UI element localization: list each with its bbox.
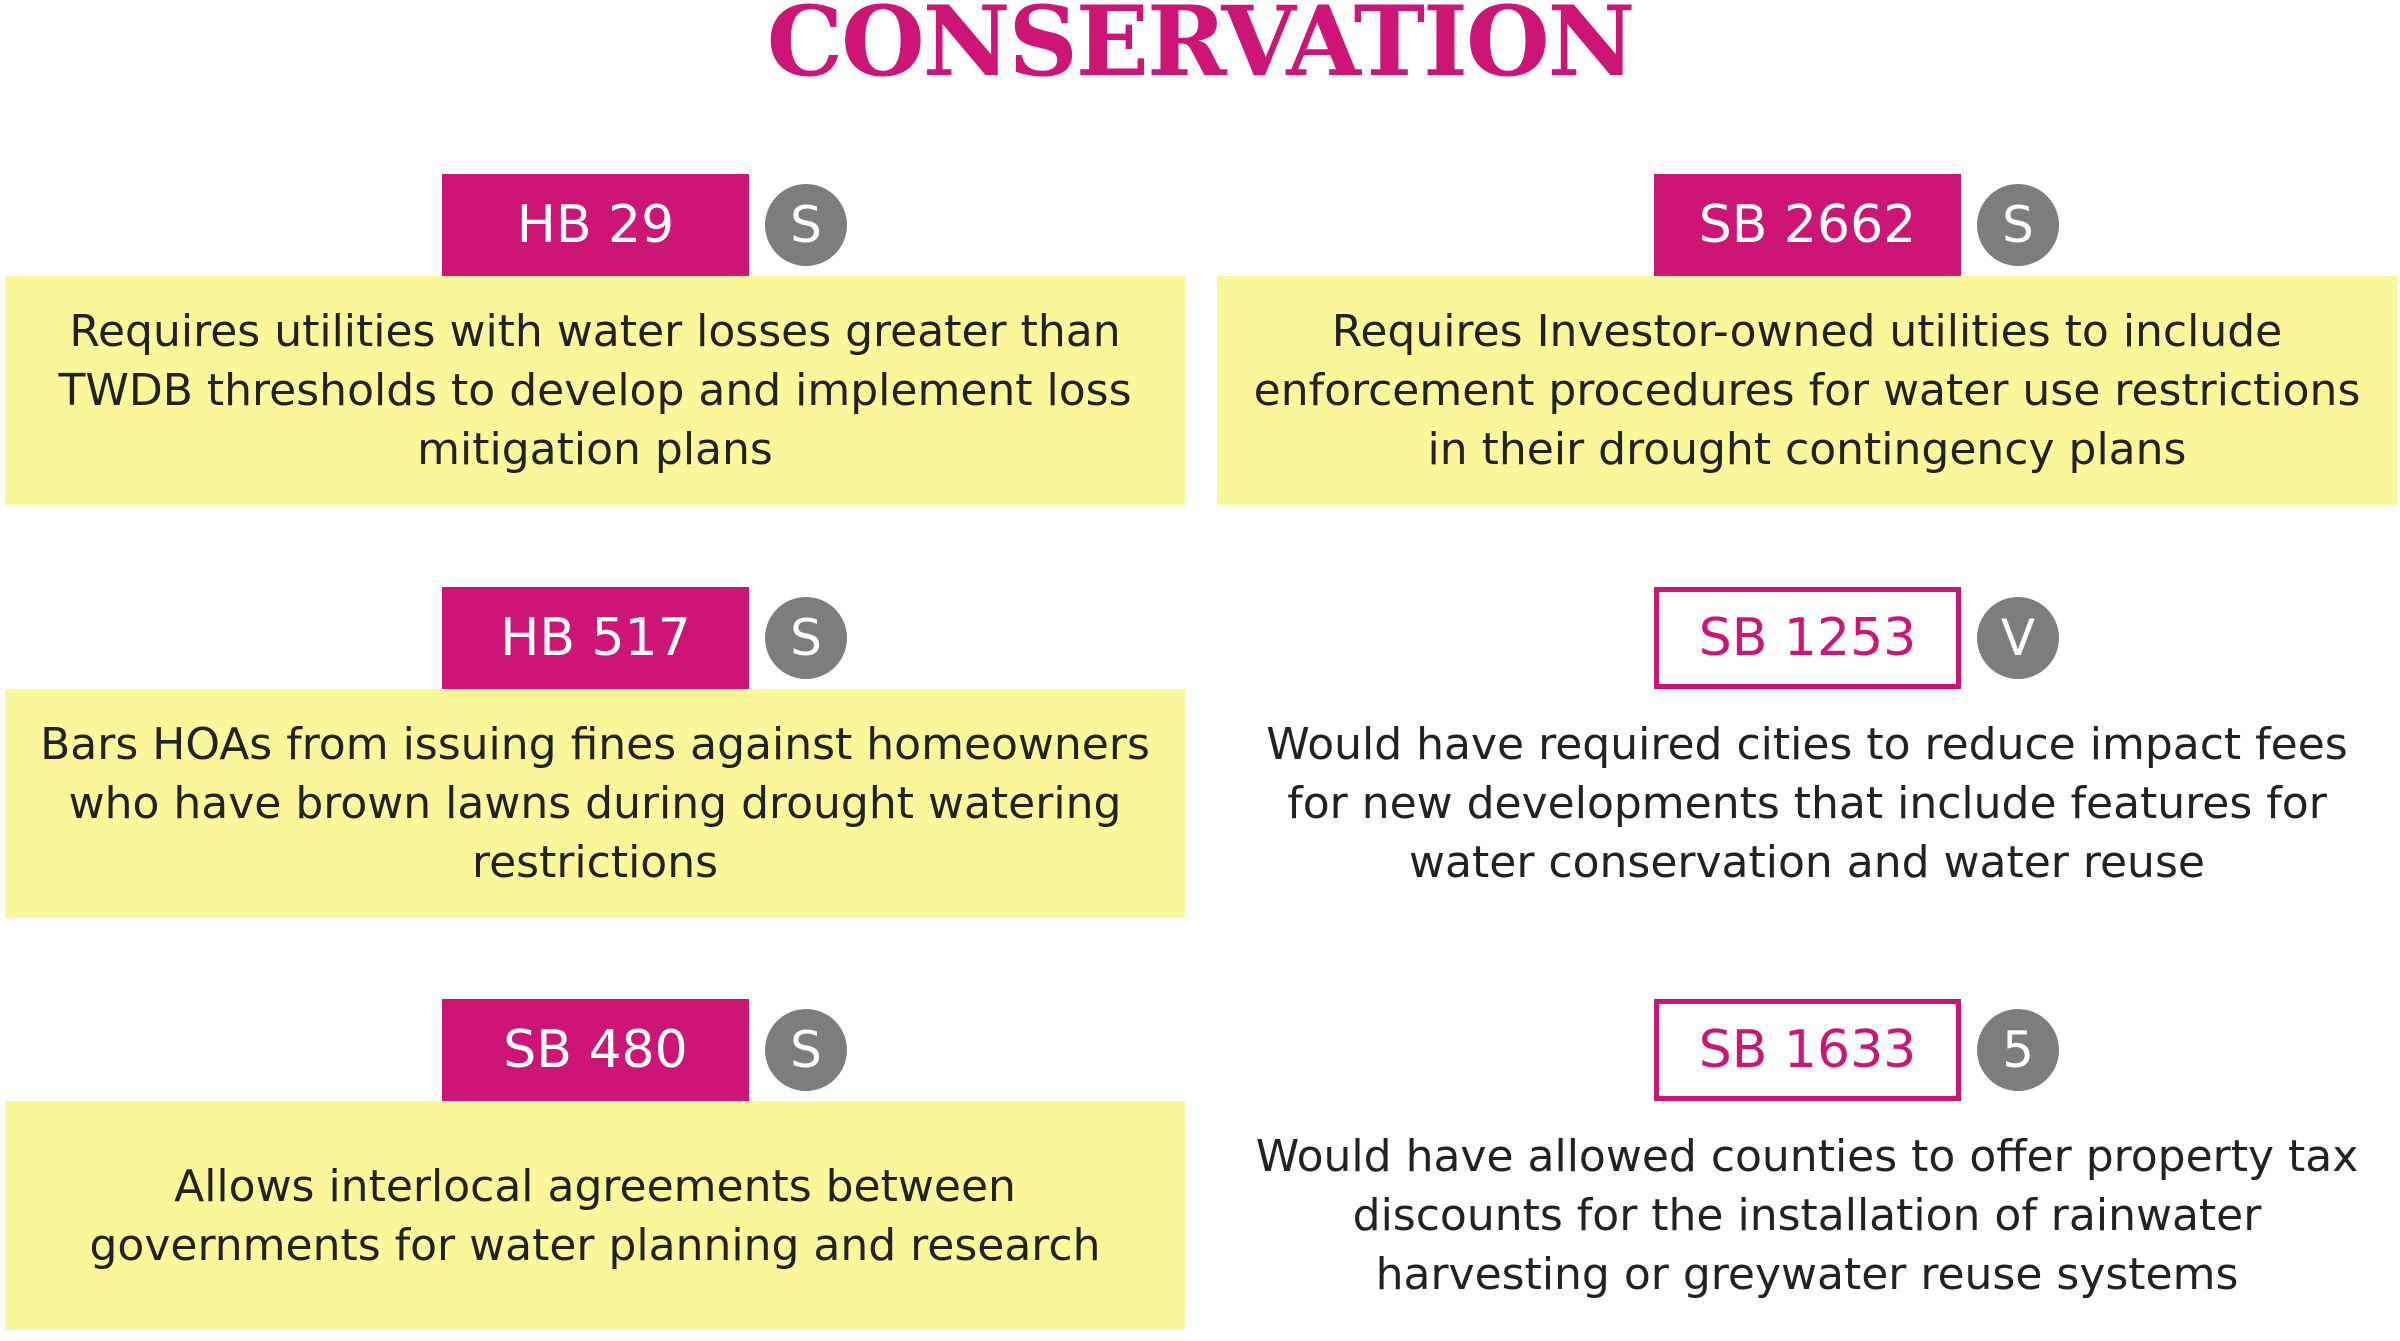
status-badge: S [765,1009,847,1091]
bill-card-sb-1253: SB 1253 V Would have required cities to … [1217,587,2397,918]
status-badge: 5 [1977,1009,2059,1091]
bill-description: Requires Investor-owned utilities to inc… [1217,276,2397,505]
bill-card-header: SB 480 S [5,999,1185,1101]
bill-description: Would have allowed counties to offer pro… [1217,1101,2397,1330]
bill-number-tag: SB 480 [442,999,749,1101]
bill-number-tag: SB 2662 [1654,174,1961,276]
bill-number-tag: HB 517 [442,587,749,689]
bill-description-text: Bars HOAs from issuing fines against hom… [40,719,1150,888]
bill-description-text: Requires utilities with water losses gre… [58,306,1132,475]
bill-card-header: HB 29 S [5,174,1185,276]
bill-card-header: SB 2662 S [1217,174,2397,276]
bill-card-hb-29: HB 29 S Requires utilities with water lo… [5,174,1185,505]
bill-card-sb-1633: SB 1633 5 Would have allowed counties to… [1217,999,2397,1330]
bill-description: Would have required cities to reduce imp… [1217,689,2397,918]
status-badge: S [1977,184,2059,266]
bill-number-tag: SB 1253 [1654,587,1961,689]
status-badge: S [765,184,847,266]
bill-number-tag: HB 29 [442,174,749,276]
status-badge: S [765,597,847,679]
bill-description: Bars HOAs from issuing fines against hom… [5,689,1185,918]
bill-description: Requires utilities with water losses gre… [5,276,1185,505]
bill-description: Allows interlocal agreements between gov… [5,1101,1185,1330]
bill-card-header: SB 1253 V [1217,587,2397,689]
bill-description-text: Allows interlocal agreements between gov… [89,1160,1101,1271]
bill-card-header: HB 517 S [5,587,1185,689]
bill-description-text: Would have allowed counties to offer pro… [1255,1131,2359,1300]
bill-card-sb-480: SB 480 S Allows interlocal agreements be… [5,999,1185,1330]
bill-card-sb-2662: SB 2662 S Requires Investor-owned utilit… [1217,174,2397,505]
status-badge: V [1977,597,2059,679]
page-title: CONSERVATION [766,0,1636,98]
bill-card-hb-517: HB 517 S Bars HOAs from issuing fines ag… [5,587,1185,918]
bill-number-tag: SB 1633 [1654,999,1961,1101]
bill-description-text: Requires Investor-owned utilities to inc… [1253,306,2361,475]
bill-card-header: SB 1633 5 [1217,999,2397,1101]
bill-description-text: Would have required cities to reduce imp… [1266,719,2348,888]
